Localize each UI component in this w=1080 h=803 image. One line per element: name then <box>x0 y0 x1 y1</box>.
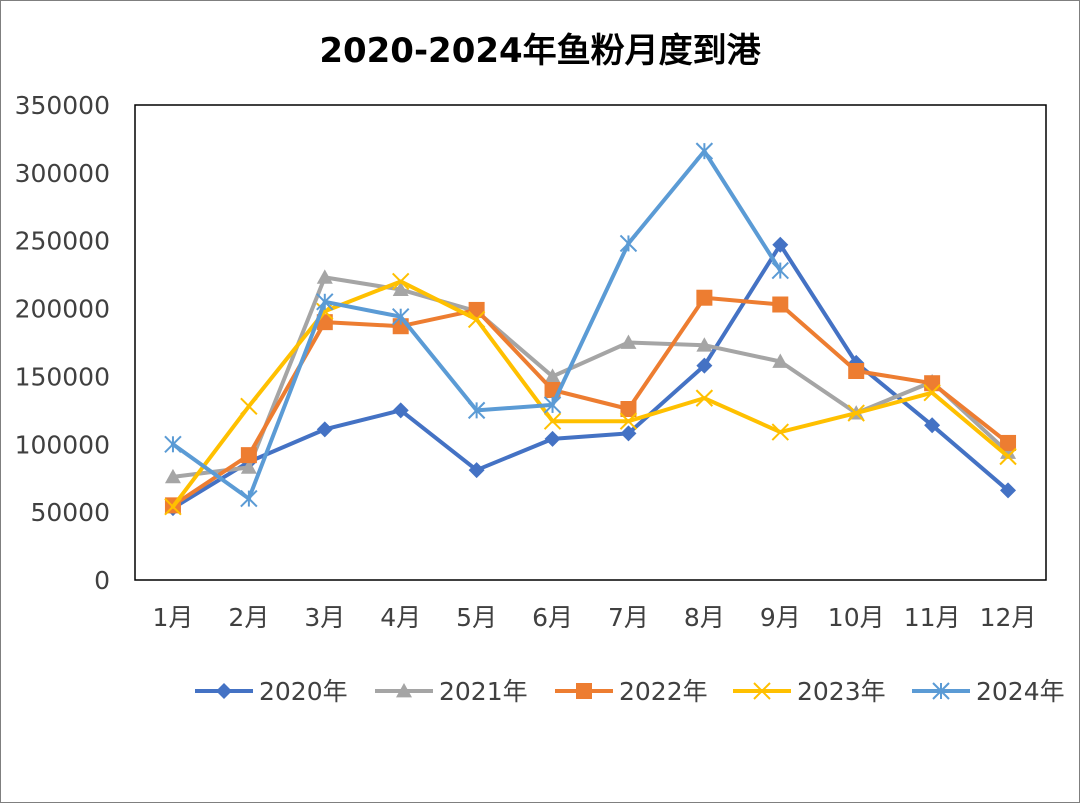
data-point <box>543 412 562 430</box>
data-point <box>316 293 334 311</box>
chart-title: 2020-2024年鱼粉月度到港 <box>319 31 761 71</box>
data-point <box>772 236 789 253</box>
x-tick-label: 5月 <box>456 603 497 632</box>
x-tick-label: 10月 <box>828 603 885 632</box>
data-point <box>392 308 410 326</box>
data-point <box>847 404 865 422</box>
legend-label: 2022年 <box>619 677 708 706</box>
data-point <box>392 281 409 296</box>
data-point <box>240 489 258 508</box>
series-line <box>170 279 1011 509</box>
data-point <box>620 334 637 349</box>
data-point <box>619 234 638 253</box>
data-point <box>468 462 485 479</box>
data-point <box>1000 482 1017 499</box>
y-tick-label: 100000 <box>15 430 110 459</box>
y-tick-label: 350000 <box>15 91 110 120</box>
legend-item: 2021年 <box>375 677 528 706</box>
legend-marker <box>932 682 950 700</box>
legend-item: 2020年 <box>195 677 348 706</box>
data-point <box>164 468 181 484</box>
data-point <box>316 269 333 284</box>
x-tick-label: 9月 <box>760 603 801 632</box>
legend-marker <box>216 683 232 699</box>
series-group <box>164 142 1017 517</box>
legend-marker <box>753 682 771 700</box>
y-tick-label: 50000 <box>30 498 110 527</box>
data-point <box>620 425 637 442</box>
y-tick-label: 250000 <box>15 227 110 256</box>
x-tick-label: 8月 <box>684 603 725 632</box>
legend-label: 2020年 <box>259 677 348 706</box>
x-tick-label: 7月 <box>608 603 649 632</box>
legend-label: 2021年 <box>439 677 528 706</box>
data-point <box>468 301 485 318</box>
plot-area <box>134 104 1047 581</box>
y-axis-ticks: 0 50000 100000 150000 200000 250000 300000 3500… <box>15 91 110 595</box>
data-point <box>619 412 638 430</box>
x-tick-label: 4月 <box>380 603 421 632</box>
data-point <box>696 337 713 352</box>
series-line <box>170 149 783 501</box>
data-point <box>240 459 257 474</box>
data-point <box>771 261 789 280</box>
y-tick-label: 300000 <box>15 159 110 188</box>
data-point <box>544 368 561 383</box>
data-point <box>392 402 409 419</box>
y-tick-label: 200000 <box>15 295 110 324</box>
x-tick-label: 1月 <box>153 603 194 632</box>
series-2023年 <box>164 272 1017 516</box>
data-point <box>164 435 182 453</box>
data-point <box>1000 434 1017 451</box>
data-point <box>924 417 941 434</box>
data-point <box>467 310 486 329</box>
series-line <box>170 295 1011 508</box>
legend-marker <box>576 683 592 699</box>
x-tick-label: 3月 <box>304 603 345 632</box>
x-tick-label: 2月 <box>228 603 269 632</box>
data-point <box>240 397 258 415</box>
data-point <box>772 296 789 313</box>
data-point <box>544 430 561 447</box>
data-point <box>240 447 257 464</box>
y-tick-label: 150000 <box>15 362 110 391</box>
data-point <box>620 401 637 417</box>
data-point <box>696 357 713 374</box>
legend-label: 2023年 <box>797 677 886 706</box>
data-point <box>695 142 714 160</box>
series-2024年 <box>164 142 789 508</box>
legend-item: 2024年 <box>912 677 1065 706</box>
data-point <box>316 421 333 438</box>
data-point <box>392 272 410 291</box>
x-tick-label: 6月 <box>532 603 573 632</box>
legend-item: 2022年 <box>555 677 708 706</box>
data-point <box>772 353 789 368</box>
data-point <box>543 396 562 414</box>
x-tick-label: 11月 <box>904 603 961 632</box>
x-tick-label: 12月 <box>980 603 1037 632</box>
legend-marker <box>396 683 412 698</box>
data-point <box>771 423 789 441</box>
data-point <box>924 375 941 392</box>
data-point <box>164 498 182 516</box>
data-point <box>848 363 865 379</box>
legend-label: 2024年 <box>976 677 1065 706</box>
y-tick-label: 0 <box>94 566 110 595</box>
data-point <box>467 401 486 420</box>
data-point <box>923 384 941 402</box>
x-axis-ticks: 1月 2月 3月 4月 5月 6月 7月 8月 9月 10月 11月 12月 <box>153 603 1037 632</box>
data-point <box>695 389 714 407</box>
data-point <box>999 447 1017 466</box>
legend: 2020年 2021年 2022年 2023年 2024年 <box>195 677 1065 706</box>
legend-item: 2023年 <box>733 677 886 706</box>
data-point <box>696 289 713 306</box>
